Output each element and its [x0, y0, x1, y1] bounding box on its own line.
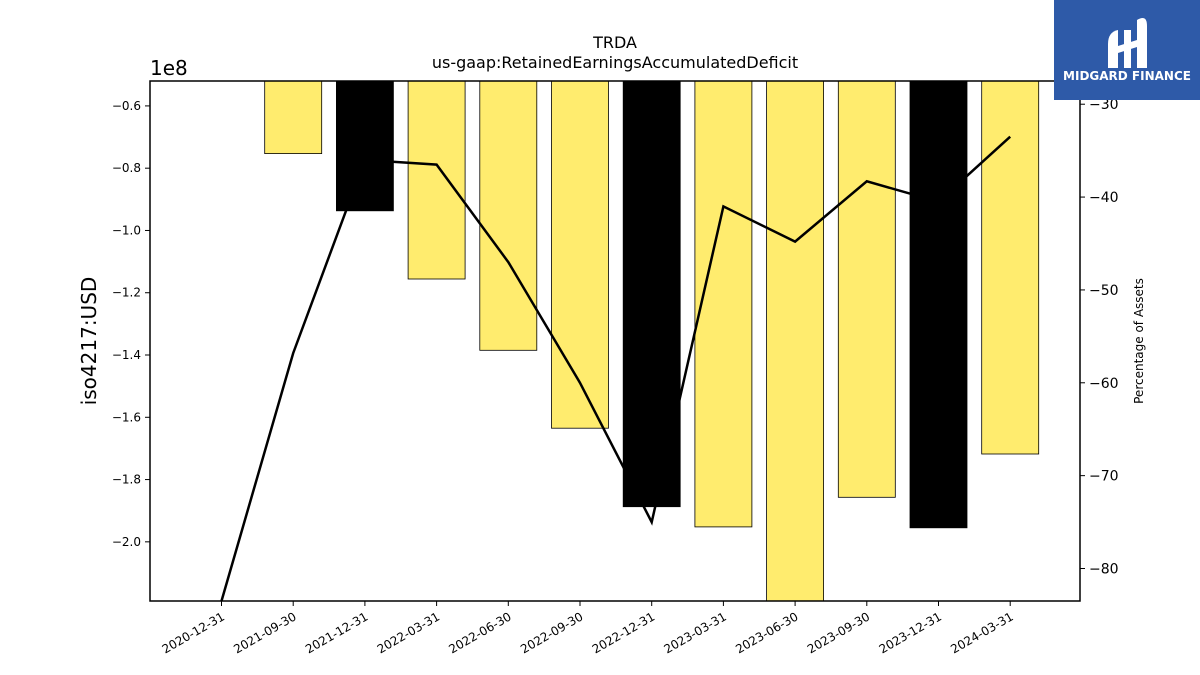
x-tick-label: 2022-06-30 — [446, 609, 513, 656]
bar-2023-06-30 — [766, 80, 824, 602]
bar-2022-09-30 — [551, 80, 609, 429]
x-tick-label: 2021-09-30 — [231, 609, 298, 656]
y2-axis-label: Percentage of Assets — [1132, 278, 1146, 404]
y-tick-label: −1.6 — [112, 410, 141, 424]
bar-2023-03-31 — [694, 80, 753, 528]
bar-2021-09-30 — [264, 80, 323, 154]
y-ticks: −0.6 −0.8 −1.0 −1.2 −1.4 −1.6 −1.8 −2.0 — [112, 99, 150, 549]
x-ticks: 2020-12-31 2021-09-30 2021-12-31 2022-03-31… — [160, 601, 1016, 656]
x-tick-label: 2020-12-31 — [160, 609, 227, 656]
y-tick-label: −1.2 — [112, 286, 141, 300]
plot-frame — [149, 80, 1081, 602]
x-tick-label: 2024-03-31 — [948, 609, 1015, 656]
x-tick-label: 2022-03-31 — [375, 609, 442, 656]
chart-subtitle: us-gaap:RetainedEarningsAccumulatedDefic… — [432, 53, 798, 72]
logo-mark-icon — [1108, 18, 1147, 68]
x-tick-label: 2022-12-31 — [590, 609, 657, 656]
bar-2023-09-30 — [837, 80, 896, 498]
y-tick-label: −1.8 — [112, 473, 141, 487]
y-tick-label: −0.8 — [112, 161, 141, 175]
bar-2022-03-31 — [407, 80, 466, 280]
y2-ticks: −30 −40 −50 −60 −70 −80 — [1080, 97, 1119, 578]
x-tick-label: 2023-06-30 — [733, 609, 800, 656]
x-tick-label: 2022-09-30 — [518, 609, 585, 656]
y-offset-label: 1e8 — [150, 56, 188, 80]
y2-tick-label: −80 — [1089, 562, 1119, 578]
bar-2024-03-31 — [981, 80, 1040, 455]
brand-logo: MIDGARD FINANCE — [1054, 0, 1200, 100]
bar-2023-12-31 — [909, 80, 968, 529]
y2-tick-label: −60 — [1089, 376, 1119, 392]
x-tick-label: 2023-12-31 — [877, 609, 944, 656]
y-tick-label: −0.6 — [112, 99, 141, 113]
x-tick-label: 2023-09-30 — [805, 609, 872, 656]
x-tick-label: 2021-12-31 — [303, 609, 370, 656]
y2-tick-label: −70 — [1089, 469, 1119, 485]
logo-text: MIDGARD FINANCE — [1063, 69, 1191, 83]
y2-tick-label: −30 — [1089, 97, 1119, 113]
bar-2021-12-31 — [335, 80, 394, 212]
line-layer — [220, 135, 1012, 601]
chart-title: TRDA — [592, 33, 637, 52]
y2-tick-label: −40 — [1089, 190, 1119, 206]
y-tick-label: −2.0 — [112, 535, 141, 549]
x-tick-label: 2023-03-31 — [661, 609, 728, 656]
y-tick-label: −1.4 — [112, 348, 141, 362]
bar-2022-06-30 — [479, 80, 538, 351]
bar-2022-12-31 — [622, 80, 681, 508]
y2-tick-label: −50 — [1089, 283, 1119, 299]
y-axis-label: iso4217:USD — [77, 277, 101, 406]
series-line — [220, 135, 1012, 601]
y-tick-label: −1.0 — [112, 223, 141, 237]
